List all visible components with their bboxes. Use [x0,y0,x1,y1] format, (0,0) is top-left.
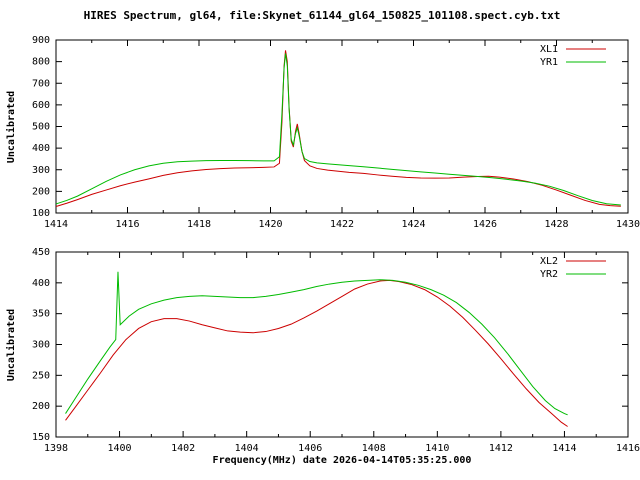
x-tick-label: 1410 [425,443,449,454]
top-spectrum-chart: 1414 1416 1418 1420 1422 1424 1426 1428 1430 100 2… [32,35,640,230]
y-tick-label: 300 [32,165,50,176]
y-tick-label: 500 [32,122,50,133]
x-tick-label: 1400 [108,443,132,454]
x-tick-label: 1424 [401,219,425,230]
y-tick-label: 200 [32,401,50,412]
y-tick-label: 800 [32,57,50,68]
y-tick-label: 100 [32,208,50,219]
bottom-spectrum-chart: 1398 1400 1402 1404 1406 1408 1410 1412 1414 1416… [32,247,640,454]
bottom-chart-ylabel: Uncalibrated [5,309,17,381]
x-tick-label: 1416 [115,219,139,230]
x-tick-label: 1416 [616,443,640,454]
legend-label-YR1: YR1 [540,57,558,68]
y-tick-label: 600 [32,100,50,111]
top-chart-ylabel: Uncalibrated [5,91,17,163]
series-line-XL2 [65,279,568,427]
y-tick-label: 200 [32,186,50,197]
x-tick-label: 1426 [473,219,497,230]
x-tick-label: 1406 [298,443,322,454]
y-tick-label: 900 [32,35,50,46]
x-tick-label: 1404 [235,443,259,454]
legend-label-YR2: YR2 [540,269,558,280]
y-tick-label: 700 [32,78,50,89]
x-tick-label: 1414 [44,219,68,230]
series-line-YR2 [65,271,568,416]
chart-title: HIRES Spectrum, gl64, file:Skynet_61144_… [84,9,561,22]
x-tick-label: 1408 [362,443,386,454]
x-tick-label: 1412 [489,443,513,454]
y-tick-label: 400 [32,278,50,289]
y-tick-label: 350 [32,309,50,320]
frequency-axis-label: Frequency(MHz) date 2026-04-14T05:35:25.… [213,455,472,466]
y-tick-label: 300 [32,340,50,351]
x-tick-label: 1402 [171,443,195,454]
y-tick-label: 400 [32,143,50,154]
x-tick-label: 1420 [258,219,282,230]
x-tick-label: 1428 [544,219,568,230]
legend-label-XL1: XL1 [540,44,558,55]
y-tick-label: 150 [32,432,50,443]
y-tick-label: 250 [32,370,50,381]
x-tick-label: 1398 [44,443,68,454]
y-tick-label: 450 [32,247,50,258]
x-tick-label: 1418 [187,219,211,230]
x-tick-label: 1430 [616,219,640,230]
series-line-YR1 [55,53,621,206]
x-tick-label: 1414 [552,443,576,454]
legend-label-XL2: XL2 [540,256,558,267]
x-tick-label: 1422 [330,219,354,230]
